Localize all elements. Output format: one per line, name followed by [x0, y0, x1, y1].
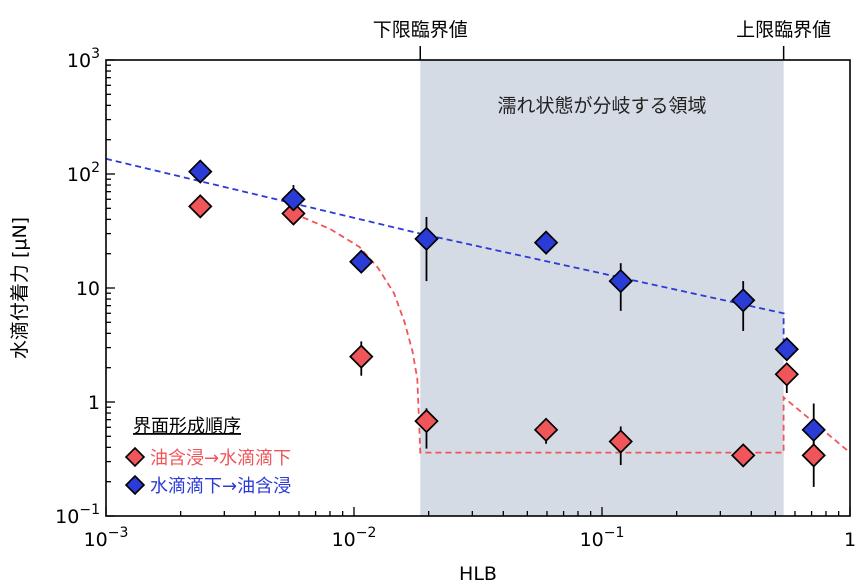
- label-layer: 濡れ状態が分岐する領域 HLB 水滴付着力 [μN]: [9, 95, 706, 585]
- data-point-oil-first: [349, 344, 374, 369]
- x-tick-label: 10−3: [84, 525, 129, 551]
- trend-line: [105, 157, 785, 349]
- data-point-oil-first: [533, 417, 559, 443]
- data-point-oil-first: [281, 201, 306, 226]
- data-point-layer: [188, 159, 826, 468]
- data-point-water-first: [731, 288, 756, 313]
- data-point-water-first: [188, 159, 213, 184]
- y-tick-label-exponent: 2: [91, 160, 100, 176]
- data-point-water-first: [414, 226, 439, 252]
- y-axis-title: 水滴付着力 [μN]: [9, 217, 31, 359]
- shaded-region: [420, 60, 784, 516]
- y-tick-label-base: 10: [67, 50, 91, 72]
- shaded-region-layer: [420, 60, 784, 516]
- y-tick-label-base: 10: [76, 278, 100, 300]
- data-point-oil-first: [774, 362, 799, 387]
- data-point-water-first: [533, 230, 559, 255]
- critical-value-label: 上限臨界値: [736, 19, 831, 41]
- shaded-region-label: 濡れ状態が分岐する領域: [497, 95, 706, 117]
- x-tick-label: 1: [844, 529, 856, 551]
- trend-line-layer: [105, 157, 851, 454]
- data-point-oil-first: [801, 443, 826, 468]
- legend-marker-water-first: [124, 474, 146, 496]
- data-point-water-first: [281, 187, 306, 212]
- y-tick-label: 1: [88, 392, 100, 414]
- y-tick-label-base: 10: [67, 164, 91, 186]
- x-tick-label-exponent: −2: [356, 525, 377, 541]
- x-tick-label-exponent: −1: [604, 525, 625, 541]
- y-tick-label-exponent: −1: [79, 502, 100, 518]
- x-tick-label-base: 10: [84, 529, 108, 551]
- x-axis-title: HLB: [459, 563, 497, 585]
- y-tick-label: 102: [67, 160, 100, 186]
- x-tick-label-base: 1: [844, 529, 856, 551]
- x-tick-label: 10−2: [332, 525, 377, 551]
- legend-title: 界面形成順序: [133, 416, 241, 437]
- legend: 界面形成順序 油含浸→水滴滴下 水滴滴下→油含浸: [124, 416, 291, 497]
- data-point-water-first: [608, 268, 633, 294]
- y-tick-label: 10: [76, 278, 100, 300]
- data-point-oil-first: [731, 443, 756, 468]
- y-tick-label: 10−1: [55, 502, 100, 528]
- critical-value-label: 下限臨界値: [373, 19, 468, 41]
- data-point-oil-first: [188, 194, 213, 219]
- y-tick-label-exponent: 3: [91, 46, 100, 62]
- legend-marker-oil-first: [124, 446, 146, 468]
- x-tick-label-base: 10: [580, 529, 604, 551]
- legend-label-oil-first: 油含浸→水滴滴下: [150, 448, 291, 469]
- legend-label-water-first: 水滴滴下→油含浸: [150, 476, 291, 497]
- y-tick-label: 103: [67, 46, 100, 72]
- data-point-oil-first: [414, 408, 439, 434]
- data-point-water-first: [801, 417, 826, 443]
- data-point-water-first: [349, 249, 374, 274]
- x-tick-label-base: 10: [332, 529, 356, 551]
- data-point-water-first: [774, 337, 799, 362]
- y-tick-label-base: 1: [88, 392, 100, 414]
- x-tick-label: 10−1: [580, 525, 625, 551]
- x-tick-label-exponent: −3: [108, 525, 129, 541]
- data-point-oil-first: [608, 429, 633, 454]
- y-tick-label-base: 10: [55, 506, 79, 528]
